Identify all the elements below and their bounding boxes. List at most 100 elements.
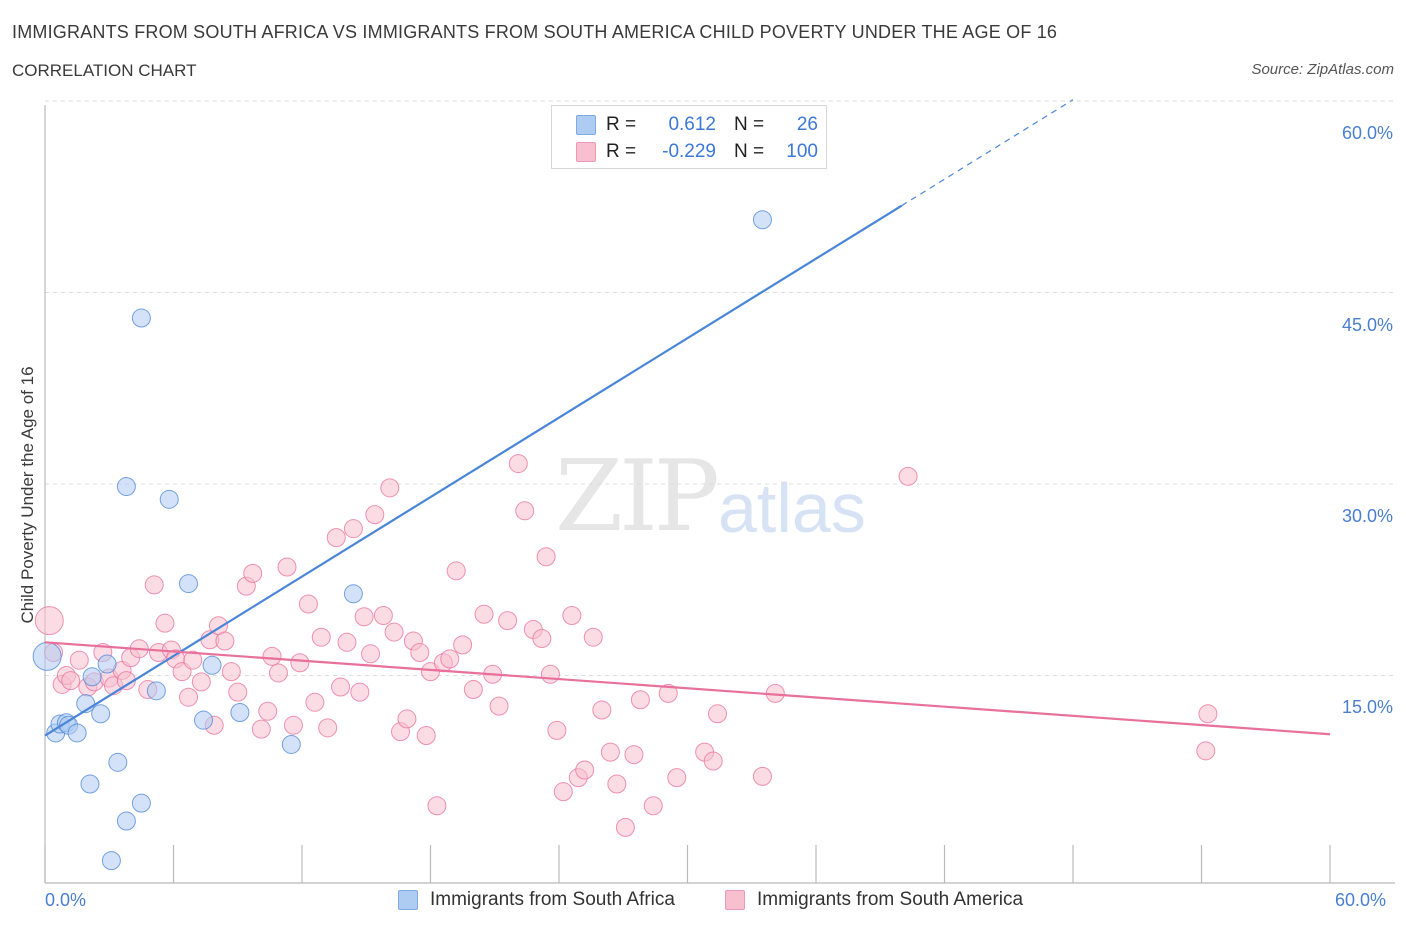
legend-label-south-america: Immigrants from South America (757, 889, 1024, 910)
y-axis-label: Child Poverty Under the Age of 16 (18, 366, 37, 624)
data-point (221, 662, 241, 682)
data-point (630, 690, 650, 710)
data-point (258, 701, 278, 721)
data-point (268, 663, 288, 683)
data-point (536, 547, 556, 567)
data-point (453, 635, 473, 655)
data-point (202, 655, 222, 675)
data-point (91, 704, 111, 724)
data-point (155, 613, 175, 633)
data-point (707, 704, 727, 724)
data-point (532, 628, 552, 648)
data-point (898, 466, 918, 486)
legend-swatch-south-america (576, 142, 596, 162)
watermark-atlas: atlas (718, 469, 866, 547)
data-point (343, 584, 363, 604)
data-point (215, 631, 235, 651)
data-point (365, 505, 385, 525)
data-point (131, 308, 151, 328)
series-south-america (34, 454, 1218, 837)
data-point (193, 710, 213, 730)
legend-swatch-south-africa (576, 115, 596, 135)
data-point (1196, 741, 1216, 761)
data-point (643, 796, 663, 816)
data-point (600, 742, 620, 762)
data-point (67, 723, 87, 743)
data-point (703, 751, 723, 771)
legend-r-label: R = (606, 141, 637, 162)
x-tick-label: 60.0% (1335, 890, 1387, 910)
trend-lines (44, 99, 1331, 737)
data-point (397, 709, 417, 729)
source-label: Source: ZipAtlas.com (1251, 61, 1394, 78)
watermark-zip: ZIP (555, 440, 720, 554)
legend-row-south-africa: R = 0.612 N = 26 (576, 113, 818, 137)
data-point (80, 774, 100, 794)
data-point (159, 489, 179, 509)
data-point (61, 671, 81, 691)
data-point (131, 793, 151, 813)
data-point (508, 454, 528, 474)
data-point (658, 683, 678, 703)
data-point (262, 646, 282, 666)
data-point (191, 672, 211, 692)
series-south-africa (32, 210, 772, 871)
data-point (228, 682, 248, 702)
y-tick-label: 45.0% (1341, 315, 1393, 335)
data-point (326, 528, 346, 548)
chart-subtitle: CORRELATION CHART (12, 61, 197, 80)
data-point (427, 796, 447, 816)
data-point (290, 653, 310, 673)
legend-n-label: N = (734, 114, 765, 135)
correlation-legend: R = 0.612 N = 26 R = -0.229 N = 100 (551, 105, 827, 169)
y-tick-label: 15.0% (1341, 697, 1393, 717)
data-point (515, 501, 535, 521)
data-point (116, 811, 136, 831)
data-point (583, 627, 603, 647)
legend-swatch-south-africa (398, 890, 418, 910)
y-tick-label: 60.0% (1341, 123, 1393, 143)
data-point (337, 632, 357, 652)
legend-row-south-america: R = -0.229 N = 100 (576, 140, 818, 164)
data-point (331, 677, 351, 697)
data-point (277, 557, 297, 577)
data-point (380, 478, 400, 498)
data-point (318, 718, 338, 738)
bottom-legend-south-africa: Immigrants from South Africa (398, 889, 675, 911)
data-point (82, 667, 102, 687)
bottom-legend-south-america: Immigrants from South America (725, 889, 1023, 911)
data-point (373, 605, 393, 625)
data-point (183, 650, 203, 670)
y-tick-label: 30.0% (1341, 506, 1393, 526)
data-point (463, 680, 483, 700)
legend-r-value: 0.612 (668, 114, 716, 135)
data-point (116, 477, 136, 497)
data-point (178, 687, 198, 707)
data-point (575, 760, 595, 780)
chart-title: IMMIGRANTS FROM SOUTH AFRICA VS IMMIGRAN… (12, 22, 1058, 42)
data-point (283, 715, 303, 735)
data-point (298, 594, 318, 614)
data-point (446, 561, 466, 581)
data-point (305, 692, 325, 712)
legend-n-label: N = (734, 141, 765, 162)
legend-swatch-south-america (725, 890, 745, 910)
data-point (440, 649, 460, 669)
data-point (32, 641, 62, 671)
legend-r-label: R = (606, 114, 637, 135)
x-tick-label: 0.0% (45, 890, 87, 910)
data-point (540, 664, 560, 684)
data-point (144, 575, 164, 595)
data-point (311, 627, 331, 647)
data-point (667, 768, 687, 788)
data-point (553, 782, 573, 802)
data-point (361, 644, 381, 664)
data-point (607, 774, 627, 794)
data-point (146, 681, 166, 701)
data-point (384, 622, 404, 642)
data-point (489, 696, 509, 716)
data-point (354, 607, 374, 627)
data-point (108, 752, 128, 772)
data-point (615, 817, 635, 837)
